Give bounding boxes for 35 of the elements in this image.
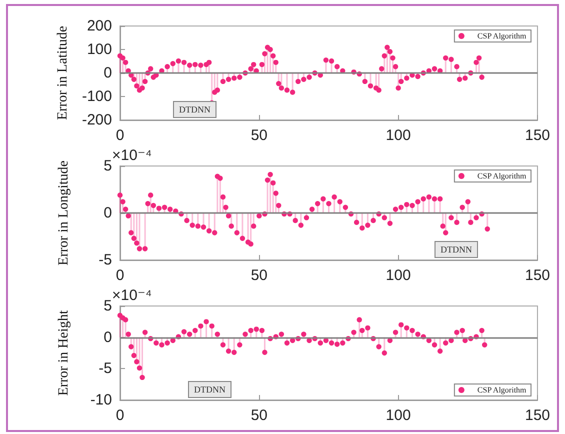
x-tick-label: 150 — [524, 267, 550, 284]
legend-label: CSP Algorithm — [477, 172, 528, 180]
legend-label: CSP Algorithm — [477, 386, 528, 394]
y-tick-label: 200 — [86, 18, 112, 34]
x-tick-label: 0 — [116, 267, 124, 284]
y-tick-label: -5 — [98, 360, 112, 378]
x-tick-label: 50 — [250, 267, 268, 284]
x-tick-label: 0 — [116, 407, 124, 424]
y-tick-label: 100 — [86, 41, 112, 58]
x-tick-label: 150 — [524, 407, 550, 424]
y-tick-label: -5 — [98, 252, 112, 268]
annotation: DTDNN — [179, 104, 211, 114]
legend-label: CSP Algorithm — [477, 32, 528, 40]
y-tick-label: 0 — [104, 328, 112, 346]
y-tick-label: 5 — [104, 298, 112, 314]
x-tick-label: 100 — [386, 407, 411, 424]
y-axis-title: Error in Longitude — [56, 160, 72, 266]
annotation: DTDNN — [440, 244, 472, 254]
x-tick-label: 50 — [250, 407, 268, 424]
x-tick-label: 100 — [386, 127, 411, 144]
y-axis-title: Error in Latitude — [56, 26, 71, 120]
x-tick-label: 50 — [250, 127, 268, 144]
y-tick-label: 0 — [104, 64, 112, 82]
x-tick-label: 100 — [386, 267, 411, 284]
y-tick-label: -100 — [82, 88, 112, 105]
x-tick-label: 0 — [116, 127, 124, 144]
y-tick-label: 0 — [104, 204, 112, 222]
y-axis-title: Error in Height — [56, 310, 72, 396]
annotation: DTDNN — [194, 384, 226, 394]
text: ×10⁻⁴ — [112, 287, 152, 304]
x-tick-label: 150 — [524, 127, 550, 144]
y-tick-label: -200 — [82, 112, 112, 128]
text: ×10⁻⁴ — [112, 147, 152, 164]
y-tick-label: 5 — [104, 158, 112, 174]
y-tick-label: -10 — [90, 392, 112, 408]
